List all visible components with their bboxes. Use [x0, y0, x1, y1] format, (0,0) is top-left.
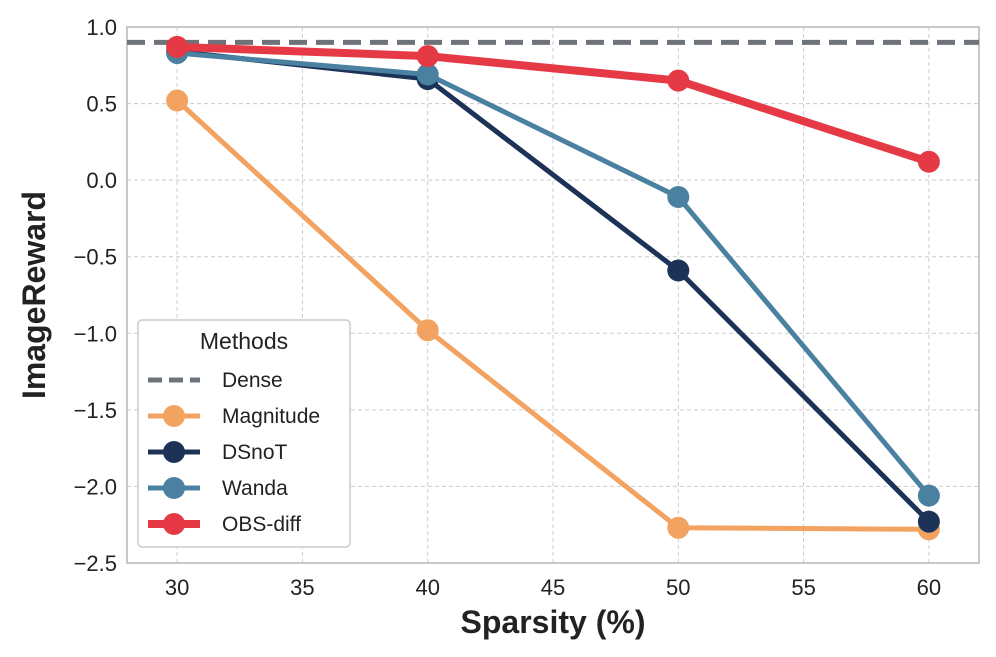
wanda-line: [174, 50, 932, 499]
dsnot-point: [917, 510, 940, 533]
obs-diff-point: [166, 35, 189, 58]
wanda-point: [667, 185, 690, 208]
plot-frame: [126, 26, 980, 564]
wanda-point: [416, 63, 439, 86]
legend-label-dsnot: DSnoT: [222, 441, 288, 464]
x-tick-label: 50: [666, 575, 690, 600]
obs-diff-point: [917, 150, 940, 173]
y-axis-title: ImageReward: [16, 191, 52, 399]
x-tick-label: 55: [791, 575, 815, 600]
legend-marker-dsnot: [163, 441, 185, 463]
series-obs-diff: [166, 35, 940, 173]
legend-entries: Dense Magnitude DSnoT Wanda OBS-diff: [148, 369, 320, 536]
legend-entry-wanda: Wanda: [148, 477, 288, 500]
obs-diff-point: [416, 45, 439, 68]
legend-title: Methods: [200, 328, 288, 354]
y-tick-label: −1.0: [74, 321, 117, 346]
x-axis-title: Sparsity (%): [461, 604, 646, 640]
series-group: [166, 35, 940, 541]
legend-label-magnitude: Magnitude: [222, 405, 320, 428]
legend-marker-magnitude: [163, 405, 185, 427]
y-tick-label: 0.0: [86, 168, 117, 193]
obs-diff-line: [173, 42, 933, 166]
legend-marker-obs-diff: [163, 513, 185, 535]
y-tick-label: −0.5: [74, 245, 117, 270]
y-tick-label: −2.0: [74, 474, 117, 499]
legend-entry-dsnot: DSnoT: [148, 441, 288, 464]
legend-label-dense: Dense: [222, 369, 283, 392]
magnitude-point: [166, 89, 189, 112]
magnitude-point: [667, 516, 690, 539]
x-tick-label: 30: [165, 575, 189, 600]
legend-entry-magnitude: Magnitude: [148, 405, 320, 428]
legend-marker-wanda: [163, 477, 185, 499]
y-tick-label: −1.5: [74, 398, 117, 423]
y-tick-label: 0.5: [86, 92, 117, 117]
x-tick-label: 45: [541, 575, 565, 600]
legend-entry-dense: Dense: [148, 369, 283, 392]
magnitude-line: [174, 98, 932, 532]
legend-label-obs-diff: OBS-diff: [222, 513, 301, 536]
y-tick-label: −2.5: [74, 551, 117, 576]
legend-label-wanda: Wanda: [222, 477, 288, 500]
x-tick-label: 40: [415, 575, 439, 600]
obs-diff-point: [667, 69, 690, 92]
magnitude-point: [416, 319, 439, 342]
x-tick-labels: 30 35 40 45 50 55 60: [165, 575, 941, 600]
y-tick-labels: 1.0 0.5 0.0 −0.5 −1.0 −1.5 −2.0 −2.5: [74, 15, 117, 576]
legend: Methods Dense Magnitude DSnoT Wanda OBS-diff: [137, 319, 351, 548]
x-tick-label: 35: [290, 575, 314, 600]
dsnot-point: [667, 259, 690, 282]
y-tick-label: 1.0: [86, 15, 117, 40]
wanda-point: [917, 484, 940, 507]
x-tick-label: 60: [917, 575, 941, 600]
legend-entry-obs-diff: OBS-diff: [148, 513, 301, 536]
